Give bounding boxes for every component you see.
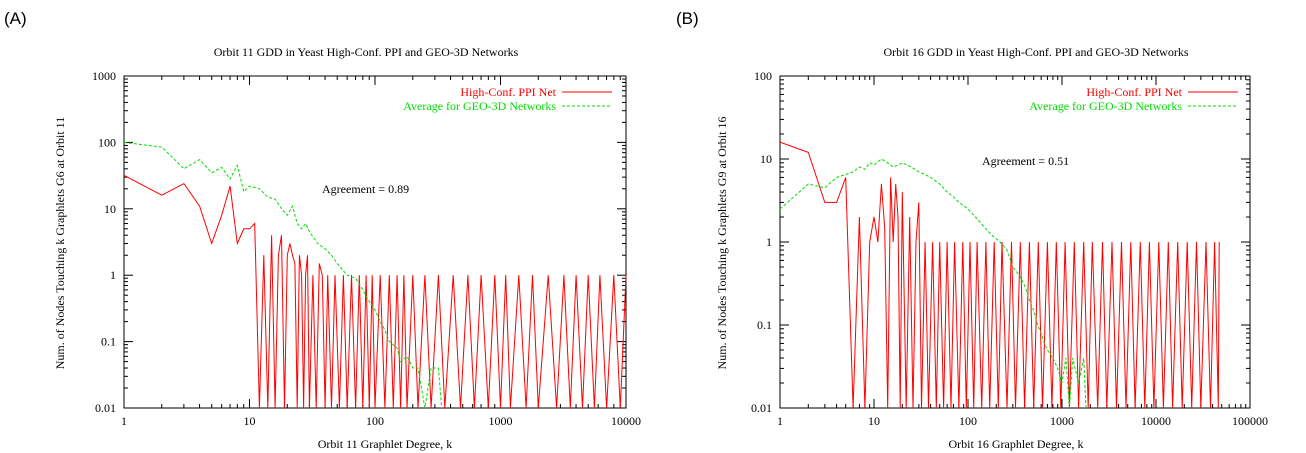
x-tick-label: 1000 xyxy=(489,414,513,428)
agreement-annotation-a: Agreement = 0.89 xyxy=(322,182,409,196)
y-tick-label: 0.1 xyxy=(757,318,772,332)
plot-area-b: 1 10 100 1000 10000 100000 0.01 0.1 1 10 100 High-C… xyxy=(751,69,1268,428)
y-tick-label: 10 xyxy=(760,152,772,166)
y-axis-label-b: Num. of Nodes Touching k Graphlets G9 at… xyxy=(715,117,729,370)
y-axis-label-a: Num. of Nodes Touching k Graphlets G6 at… xyxy=(53,117,67,369)
x-tick-label: 100000 xyxy=(1232,414,1268,428)
x-tick-label: 1000 xyxy=(1050,414,1074,428)
x-axis-label-a: Orbit 11 Graphlet Degree, k xyxy=(318,437,453,451)
y-tick-label: 10 xyxy=(104,202,116,216)
panel-letter-b: (B) xyxy=(676,9,699,28)
agreement-annotation-b: Agreement = 0.51 xyxy=(982,154,1069,168)
y-tick-label: 1 xyxy=(766,235,772,249)
legend-entry-label: High-Conf. PPI Net xyxy=(460,85,556,99)
chart-panel-a: (A) Orbit 11 GDD in Yeast High-Conf. PPI… xyxy=(4,9,641,451)
x-tick-label: 10000 xyxy=(1141,414,1171,428)
plot-area-a: 1 10 100 1000 10000 0.01 0.1 1 10 100 1000 High-Con… xyxy=(92,69,641,428)
x-tick-label: 10000 xyxy=(611,414,641,428)
plot-frame-a xyxy=(123,75,627,409)
x-tick-label: 100 xyxy=(959,414,977,428)
x-tick-label: 10 xyxy=(868,414,880,428)
y-tick-label: 100 xyxy=(98,135,116,149)
x-tick-label: 1 xyxy=(121,414,127,428)
series-line-ppi xyxy=(123,174,627,409)
y-tick-label: 0.01 xyxy=(751,401,772,415)
x-tick-label: 100 xyxy=(366,414,384,428)
series-line-geo3d xyxy=(779,158,1087,409)
chart-title-b: Orbit 16 GDD in Yeast High-Conf. PPI and… xyxy=(884,45,1189,59)
panel-letter-a: (A) xyxy=(4,9,27,28)
y-tick-label: 0.1 xyxy=(101,335,116,349)
chart-panel-b: (B) Orbit 16 GDD in Yeast High-Conf. PPI… xyxy=(676,9,1268,451)
y-tick-label: 1 xyxy=(110,268,116,282)
y-tick-label: 0.01 xyxy=(95,401,116,415)
x-tick-label: 10 xyxy=(244,414,256,428)
x-axis-label-b: Orbit 16 Graphlet Degree, k xyxy=(949,437,1084,451)
legend-entry-label: Average for GEO-3D Networks xyxy=(403,99,556,113)
legend-entry-label: High-Conf. PPI Net xyxy=(1086,85,1182,99)
y-tick-label: 100 xyxy=(754,69,772,83)
series-line-ppi xyxy=(779,141,1220,409)
series-line-geo3d xyxy=(123,141,443,409)
legend-entry-label: Average for GEO-3D Networks xyxy=(1029,99,1182,113)
y-tick-label: 1000 xyxy=(92,69,116,83)
plot-frame-b xyxy=(779,75,1251,409)
x-tick-label: 1 xyxy=(777,414,783,428)
chart-title-a: Orbit 11 GDD in Yeast High-Conf. PPI and… xyxy=(214,45,519,59)
